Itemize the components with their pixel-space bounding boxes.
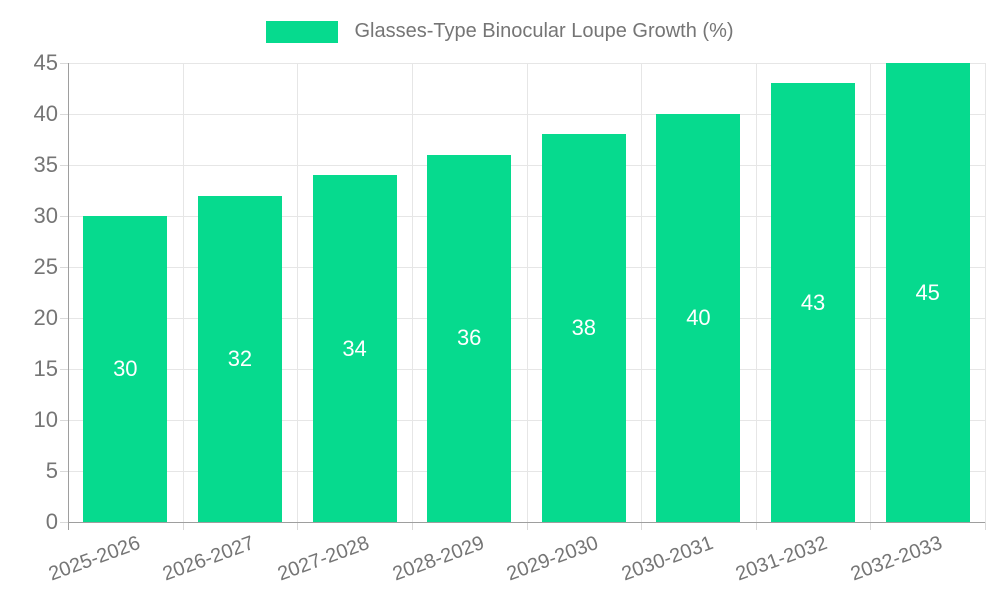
bar-value-label: 40 (686, 305, 711, 330)
y-tick-label: 45 (33, 50, 58, 75)
y-axis-tick (60, 114, 68, 115)
v-gridline (985, 63, 986, 522)
x-category-label: 2030-2031 (618, 532, 716, 586)
y-tick-label: 10 (33, 407, 58, 432)
v-gridline (870, 63, 872, 522)
x-category-label: 2029-2030 (503, 532, 602, 586)
y-axis-tick (60, 471, 68, 472)
v-gridline (755, 63, 757, 522)
y-tick-label: 30 (33, 203, 58, 228)
x-axis-tick (68, 522, 69, 530)
v-gridline (182, 63, 184, 522)
x-axis-tick (411, 522, 413, 530)
v-gridline (411, 63, 413, 522)
bar-value-label: 30 (113, 356, 138, 381)
bar-value-label: 32 (227, 345, 253, 371)
h-gridline (68, 63, 985, 64)
bar (771, 83, 856, 522)
bar (885, 63, 970, 522)
y-tick-label: 5 (45, 458, 58, 483)
bar-value-label: 45 (915, 279, 940, 305)
y-tick-label: 0 (45, 509, 58, 534)
x-category-label: 2032-2033 (847, 532, 946, 586)
chart-legend: Glasses-Type Binocular Loupe Growth (%) (0, 20, 1000, 43)
legend-label[interactable]: Glasses-Type Binocular Loupe Growth (%) (354, 20, 734, 42)
y-axis-tick (60, 216, 68, 217)
bar (427, 154, 512, 522)
x-axis-tick (297, 522, 299, 530)
y-tick-label: 20 (33, 305, 58, 330)
x-axis-line (68, 522, 985, 523)
x-axis-tick (182, 522, 184, 530)
y-axis-tick (60, 522, 68, 523)
bar-value-label: 34 (342, 335, 367, 361)
bar (656, 114, 741, 522)
y-tick-label: 25 (33, 254, 58, 279)
x-category-label: 2027-2028 (274, 532, 373, 586)
x-category-label: 2026-2027 (160, 532, 258, 586)
v-gridline (526, 63, 528, 522)
y-axis-tick (60, 267, 68, 268)
bar (83, 216, 168, 522)
y-tick-label: 40 (33, 101, 58, 126)
x-category-label: 2025-2026 (45, 532, 143, 586)
bar (197, 195, 282, 522)
bar-value-label: 43 (800, 289, 826, 315)
bar-value-label: 36 (456, 325, 482, 351)
v-gridline (641, 63, 643, 522)
y-axis-line (68, 63, 69, 530)
y-axis-tick (60, 318, 68, 319)
x-axis-tick (526, 522, 528, 530)
y-axis-tick (60, 369, 68, 370)
y-tick-label: 15 (33, 356, 58, 381)
y-tick-label: 35 (33, 152, 58, 177)
bar-value-label: 38 (571, 315, 597, 341)
x-category-label: 2028-2029 (389, 532, 487, 586)
y-axis-tick (60, 420, 68, 421)
x-axis-tick (641, 522, 643, 530)
bar (312, 175, 397, 522)
x-axis-tick (985, 522, 986, 530)
y-axis-tick (60, 63, 68, 64)
legend-swatch[interactable] (266, 20, 339, 43)
y-axis-tick (60, 165, 68, 166)
bar (541, 134, 626, 522)
v-gridline (297, 63, 299, 522)
x-category-label: 2031-2032 (733, 532, 831, 586)
x-axis-tick (870, 522, 872, 530)
x-axis-tick (755, 522, 757, 530)
